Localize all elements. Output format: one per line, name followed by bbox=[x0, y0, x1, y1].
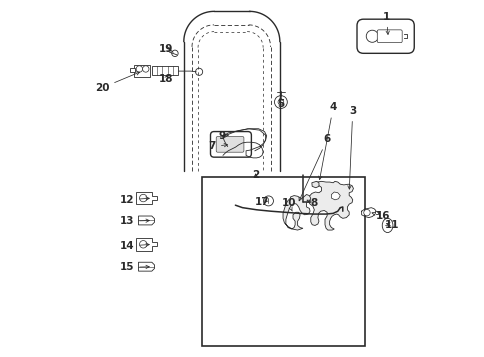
Polygon shape bbox=[151, 66, 178, 75]
Text: 6: 6 bbox=[298, 134, 330, 201]
Text: 14: 14 bbox=[120, 241, 149, 251]
Polygon shape bbox=[138, 216, 154, 225]
Circle shape bbox=[263, 196, 273, 206]
Polygon shape bbox=[283, 195, 310, 230]
Text: 8: 8 bbox=[306, 198, 317, 208]
Text: 10: 10 bbox=[281, 198, 295, 211]
Circle shape bbox=[363, 210, 369, 216]
Polygon shape bbox=[138, 262, 154, 271]
Polygon shape bbox=[311, 181, 318, 188]
Text: 1: 1 bbox=[382, 12, 389, 34]
Text: 13: 13 bbox=[120, 216, 149, 226]
Circle shape bbox=[365, 30, 378, 42]
Text: 9: 9 bbox=[218, 131, 228, 141]
FancyBboxPatch shape bbox=[210, 132, 251, 157]
FancyBboxPatch shape bbox=[356, 19, 413, 53]
Text: 11: 11 bbox=[384, 220, 398, 230]
Text: 7: 7 bbox=[208, 141, 227, 151]
FancyBboxPatch shape bbox=[377, 30, 401, 42]
Text: 18: 18 bbox=[158, 74, 173, 84]
Text: 3: 3 bbox=[347, 106, 356, 189]
Text: 2: 2 bbox=[252, 170, 259, 180]
Text: 4: 4 bbox=[318, 102, 336, 180]
Circle shape bbox=[139, 194, 147, 202]
Bar bbox=[201, 177, 364, 346]
Text: 17: 17 bbox=[254, 197, 269, 207]
Text: 5: 5 bbox=[276, 96, 284, 109]
Polygon shape bbox=[136, 192, 157, 205]
Polygon shape bbox=[136, 238, 157, 251]
Circle shape bbox=[171, 50, 178, 56]
Text: 19: 19 bbox=[159, 44, 173, 54]
Circle shape bbox=[195, 68, 202, 75]
Polygon shape bbox=[134, 65, 150, 77]
Circle shape bbox=[142, 66, 149, 72]
Circle shape bbox=[139, 241, 147, 248]
Ellipse shape bbox=[381, 218, 392, 232]
Circle shape bbox=[277, 99, 283, 105]
Circle shape bbox=[136, 66, 142, 72]
Polygon shape bbox=[308, 181, 353, 230]
FancyBboxPatch shape bbox=[216, 136, 243, 152]
Text: 20: 20 bbox=[94, 72, 139, 93]
Text: 15: 15 bbox=[120, 262, 149, 272]
Text: 12: 12 bbox=[120, 195, 149, 205]
Polygon shape bbox=[331, 192, 340, 200]
Text: 16: 16 bbox=[371, 211, 390, 221]
Circle shape bbox=[274, 96, 287, 109]
Polygon shape bbox=[130, 67, 135, 72]
